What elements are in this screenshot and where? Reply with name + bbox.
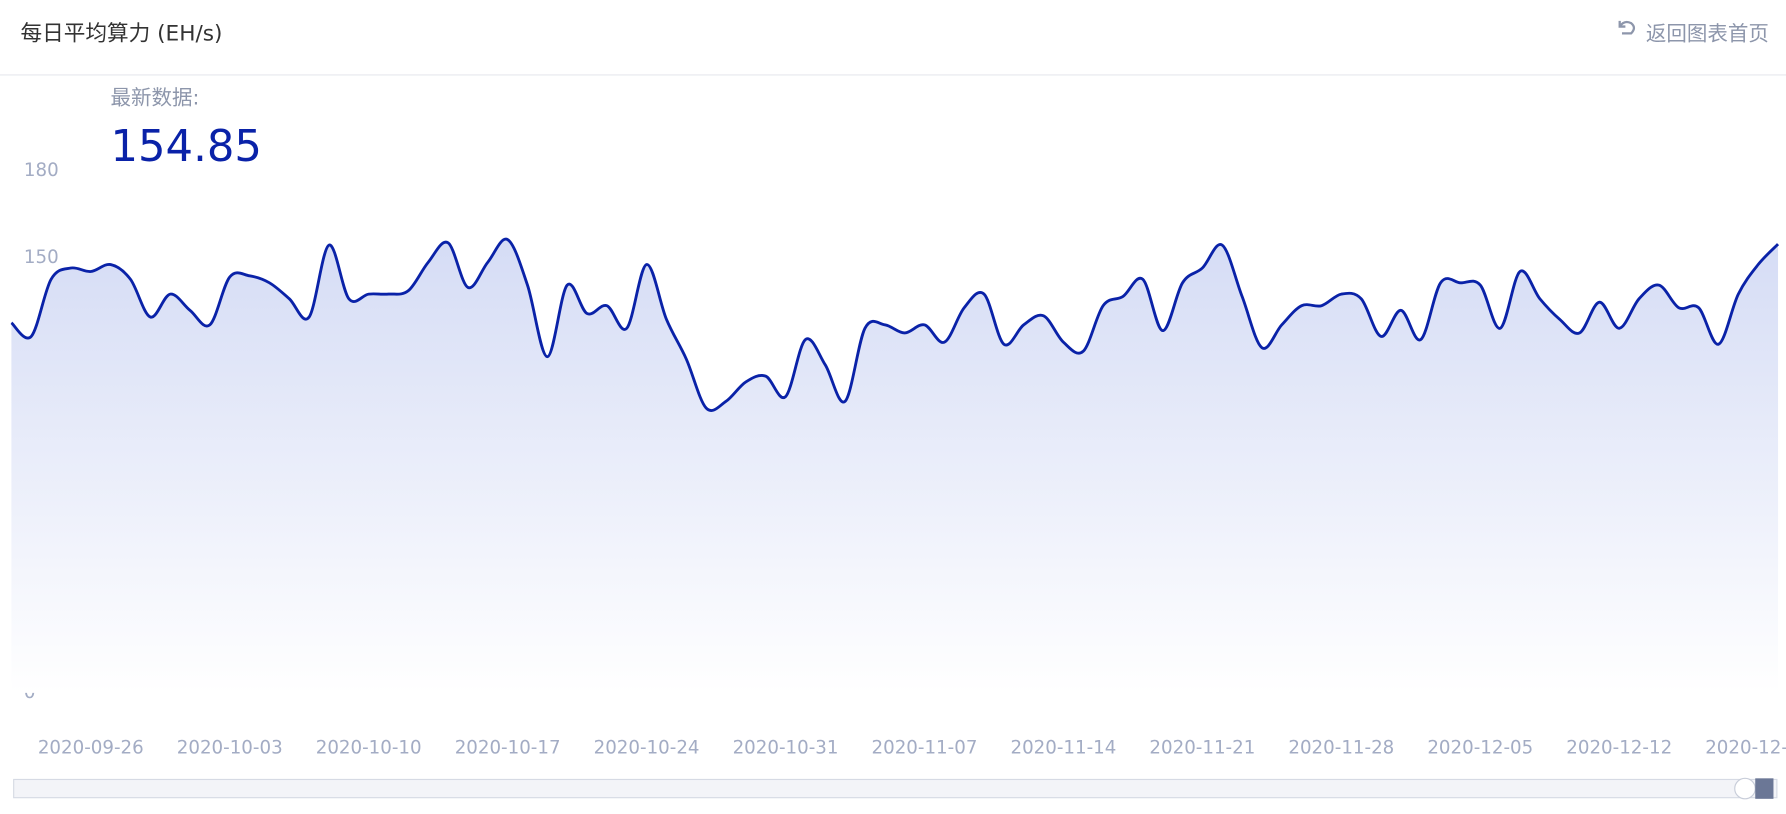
x-tick-label: 2020-12-05 — [1427, 738, 1533, 759]
x-tick-label: 2020-10-17 — [455, 738, 561, 759]
zoom-slider[interactable] — [13, 778, 1778, 799]
x-tick-label: 2020-10-24 — [594, 738, 700, 759]
x-tick-label: 2020-11-14 — [1010, 738, 1116, 759]
back-icon — [1618, 20, 1636, 35]
x-tick-label: 2020-09-26 — [38, 738, 144, 759]
latest-value: 154.85 — [110, 122, 261, 172]
plot: 03060901201501802020-09-262020-10-032020… — [10, 160, 1786, 759]
x-tick-label: 2020-11-28 — [1288, 738, 1394, 759]
x-tick-label: 2020-10-03 — [177, 738, 283, 759]
zoom-handle[interactable] — [1734, 777, 1756, 800]
y-tick-label: 150 — [24, 247, 59, 268]
y-tick-label: 180 — [24, 160, 59, 181]
x-tick-label: 2020-10-10 — [316, 738, 422, 759]
back-button[interactable]: 返回图表首页 — [1618, 20, 1769, 46]
line — [10, 237, 1780, 412]
zoom-window[interactable] — [1755, 778, 1774, 799]
x-tick-label: 2020-11-07 — [872, 738, 978, 759]
area — [11, 239, 1779, 693]
x-tick-label: 2020-11-21 — [1149, 738, 1255, 759]
back-link[interactable]: 返回图表首页 — [1646, 22, 1769, 46]
x-tick-label: 2020-12-12 — [1566, 738, 1672, 759]
x-tick-label: 2020-10-31 — [733, 738, 839, 759]
latest-label: 最新数据: — [110, 85, 199, 109]
x-tick-label: 2020-12-19 — [1705, 738, 1786, 759]
page-title: 每日平均算力 (EH/s) — [21, 22, 223, 47]
